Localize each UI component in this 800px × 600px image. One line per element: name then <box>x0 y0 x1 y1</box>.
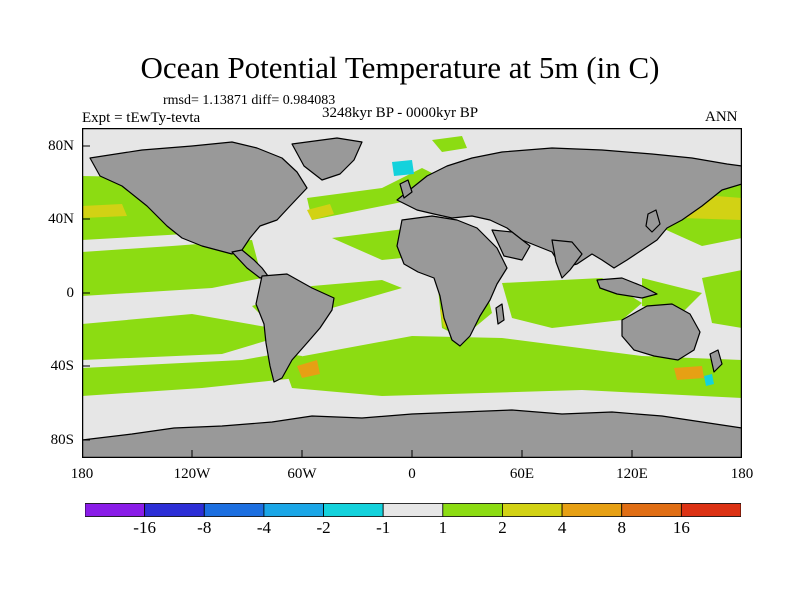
colorbar-label: -8 <box>197 518 212 537</box>
lon-label-120w: 120W <box>173 466 211 482</box>
lon-label-180w: 180 <box>70 466 94 482</box>
central-america <box>231 249 269 279</box>
africa <box>396 215 508 347</box>
lat-label-40s: 40S <box>50 358 74 374</box>
map-ticks <box>82 145 633 458</box>
colorbar-label: 2 <box>498 518 507 537</box>
south-america <box>255 273 335 383</box>
colorbar-label: 16 <box>672 518 690 537</box>
colorbar-label: 1 <box>438 518 448 537</box>
lat-label-80s: 80S <box>50 432 74 448</box>
north-america <box>89 141 308 255</box>
colorbar-swatch <box>502 503 563 517</box>
colorbar-swatch <box>382 503 444 517</box>
colorbar-swatch <box>680 503 741 517</box>
season-label: ANN <box>705 109 738 125</box>
experiment-label: Expt = tEwTy-tevta <box>82 110 201 126</box>
colorbar-label: -16 <box>133 518 156 537</box>
lat-label-80n: 80N <box>48 138 74 154</box>
indian-subcontinent <box>551 239 583 279</box>
lat-label-40n: 40N <box>48 211 74 227</box>
colorbar-label: -1 <box>376 518 391 537</box>
new-zealand <box>709 349 723 373</box>
colorbar-swatch <box>85 503 146 517</box>
lon-label-60w: 60W <box>287 466 317 482</box>
period-label: 3248kyr BP - 0000kyr BP <box>321 105 479 121</box>
australia <box>621 303 701 361</box>
colorbar-label: -4 <box>256 518 271 537</box>
indonesia <box>596 277 658 299</box>
eurasia <box>396 147 742 269</box>
lon-label-60e: 60E <box>509 466 535 482</box>
british-isles <box>399 179 413 199</box>
colorbar <box>85 503 741 517</box>
colorbar-swatch <box>203 503 265 517</box>
colorbar-swatch <box>442 503 503 517</box>
japan <box>645 209 661 233</box>
colorbar-label: -2 <box>316 518 331 537</box>
colorbar-swatch <box>144 503 205 517</box>
lon-label-180e: 180 <box>730 466 754 482</box>
stats-text: rmsd= 1.13871 diff= 0.984083 <box>163 93 336 108</box>
madagascar <box>495 303 505 325</box>
colorbar-swatch <box>561 503 623 517</box>
greenland <box>291 137 363 181</box>
colorbar-swatch <box>323 503 384 517</box>
land-masses <box>82 137 742 458</box>
antarctica <box>82 409 742 458</box>
plot-title: Ocean Potential Temperature at 5m (in C) <box>140 50 660 85</box>
colorbar-label: 8 <box>617 518 626 537</box>
colorbar-swatch <box>263 503 324 517</box>
lon-label-120e: 120E <box>616 466 648 482</box>
colorbar-label: 4 <box>557 518 567 537</box>
world-map <box>82 128 742 458</box>
arabian-peninsula <box>491 229 531 261</box>
colorbar-swatch <box>621 503 682 517</box>
lon-label-0: 0 <box>408 466 416 482</box>
lat-label-0: 0 <box>66 285 75 301</box>
